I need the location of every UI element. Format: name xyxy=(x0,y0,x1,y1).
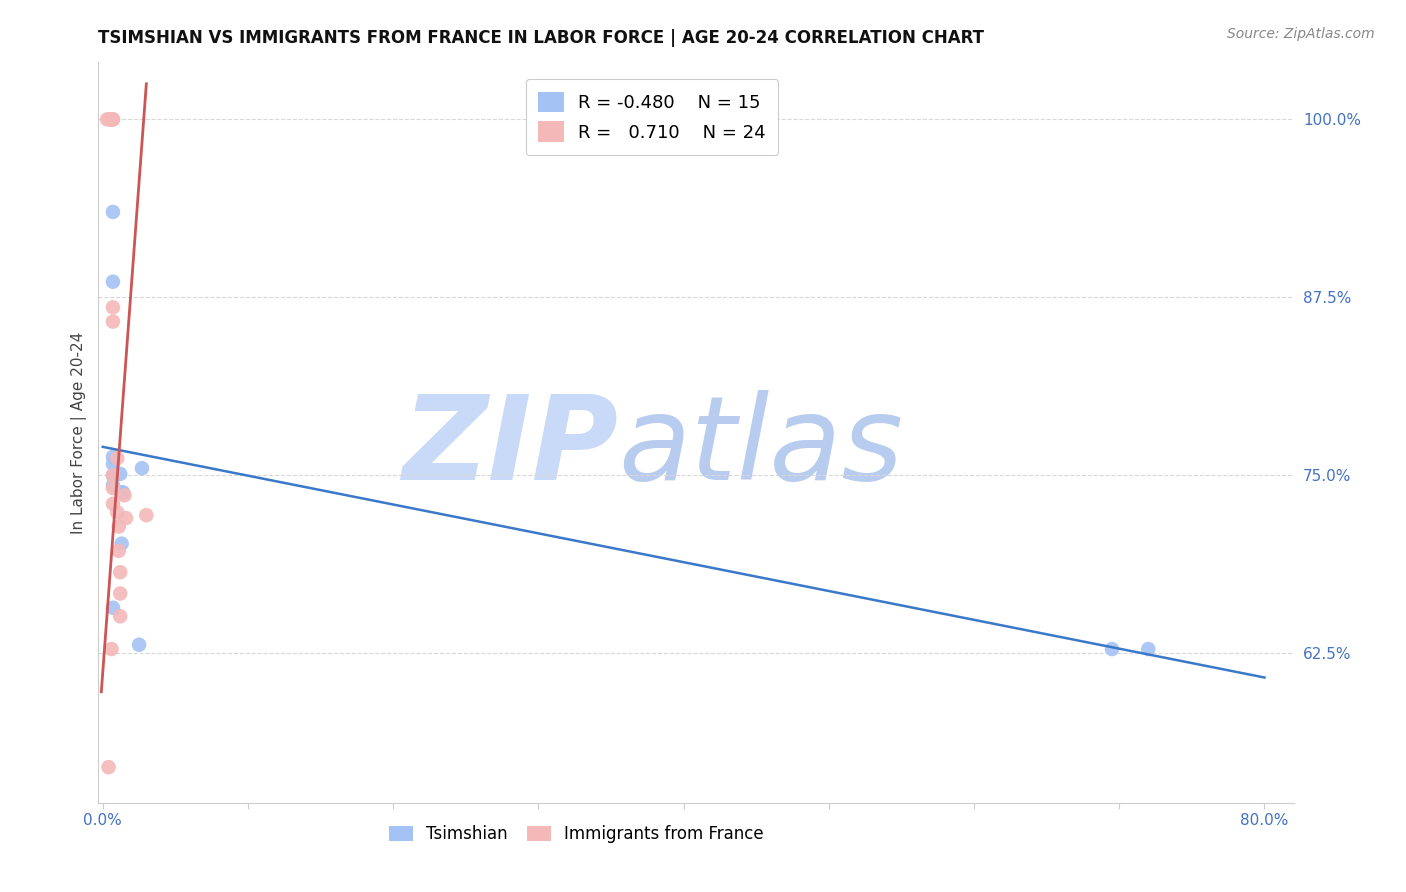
Point xyxy=(1101,642,1123,657)
Point xyxy=(135,508,157,523)
Point xyxy=(105,505,128,519)
Point xyxy=(100,112,122,127)
Point xyxy=(101,481,124,495)
Point xyxy=(105,451,128,466)
Point xyxy=(108,586,131,600)
Point xyxy=(108,609,131,624)
Text: ZIP: ZIP xyxy=(402,390,619,505)
Point xyxy=(107,519,129,533)
Point xyxy=(101,468,124,483)
Point xyxy=(101,478,124,492)
Point xyxy=(97,760,120,774)
Legend: Tsimshian, Immigrants from France: Tsimshian, Immigrants from France xyxy=(382,819,770,850)
Text: Source: ZipAtlas.com: Source: ZipAtlas.com xyxy=(1227,27,1375,41)
Text: TSIMSHIAN VS IMMIGRANTS FROM FRANCE IN LABOR FORCE | AGE 20-24 CORRELATION CHART: TSIMSHIAN VS IMMIGRANTS FROM FRANCE IN L… xyxy=(98,29,984,47)
Point xyxy=(115,511,138,525)
Point xyxy=(96,112,118,127)
Point xyxy=(100,642,122,657)
Y-axis label: In Labor Force | Age 20-24: In Labor Force | Age 20-24 xyxy=(72,332,87,533)
Point xyxy=(131,461,153,475)
Point xyxy=(114,488,136,502)
Point xyxy=(107,543,129,558)
Point xyxy=(108,565,131,579)
Point xyxy=(98,112,121,127)
Point xyxy=(111,537,134,551)
Point xyxy=(1137,642,1160,657)
Point xyxy=(100,112,122,127)
Point xyxy=(101,301,124,315)
Point xyxy=(101,497,124,511)
Point xyxy=(101,112,124,127)
Point xyxy=(100,112,122,127)
Point xyxy=(101,468,124,483)
Point xyxy=(101,205,124,219)
Point xyxy=(101,315,124,329)
Point xyxy=(128,638,150,652)
Point xyxy=(112,485,135,500)
Point xyxy=(101,600,124,615)
Text: atlas: atlas xyxy=(619,391,903,505)
Point xyxy=(111,485,134,500)
Point xyxy=(108,467,131,481)
Point xyxy=(101,275,124,289)
Point xyxy=(101,112,124,127)
Point xyxy=(101,457,124,471)
Point xyxy=(101,450,124,464)
